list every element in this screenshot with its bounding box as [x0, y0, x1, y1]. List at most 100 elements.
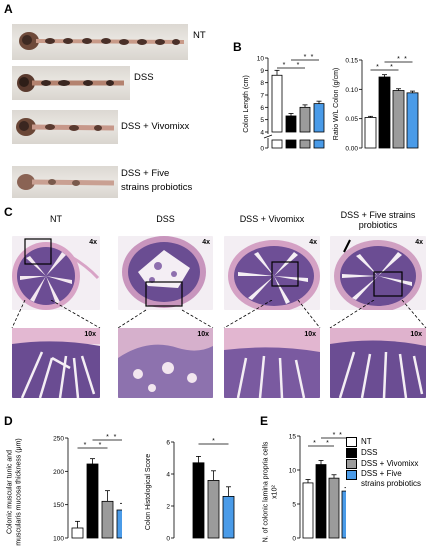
bar-0 — [302, 482, 314, 539]
histology-title-nt: NT — [50, 214, 62, 224]
bar-3-lower — [313, 139, 325, 149]
mag-4x-dss: 4x — [202, 239, 210, 246]
axis-break-mark — [263, 134, 273, 139]
bar-0 — [271, 74, 283, 133]
sig-star: * — [397, 56, 400, 63]
legend-swatch-dss — [346, 447, 357, 458]
y-tick-label: 5 — [260, 117, 264, 124]
bar-3 — [406, 92, 419, 149]
mag-4x-nt: 4x — [89, 239, 97, 246]
sig-star: * — [304, 54, 307, 61]
sig-star: * — [297, 62, 300, 69]
sig-star: * — [390, 64, 393, 71]
histology-nt-4x: 4x — [12, 236, 100, 310]
bar-1 — [192, 462, 205, 539]
sig-star: * — [212, 438, 215, 445]
group-label-nt: NT — [193, 30, 206, 41]
bar-2 — [101, 500, 114, 539]
legend-label-five-strains: DSS + Five strains probiotics — [361, 469, 422, 488]
y-tick-label: 4 — [166, 472, 170, 479]
y-axis-label: Colon Length (cm) — [243, 75, 250, 133]
bar-1 — [285, 115, 297, 133]
legend-item-dss: DSS — [346, 447, 429, 458]
y-tick-label: 2 — [166, 504, 170, 511]
y-tick-label: 0.15 — [345, 58, 358, 65]
legend-item-vivomixx: DSS + Vivomixx — [346, 458, 429, 469]
chart-ratio-wl: 0.00 0.05 0.10 0.15 * * * * Ratio W/L Colon (g/c… — [333, 56, 419, 153]
histology-dss-4x: 4x — [118, 236, 213, 310]
mag-4x-five-strains: 4x — [415, 239, 423, 246]
y-tick-label: 150 — [53, 502, 64, 509]
bar-3 — [116, 509, 122, 539]
bar-3 — [341, 490, 346, 539]
colon-specimen-five-strains — [17, 174, 115, 190]
y-tick-label: 0.05 — [345, 116, 358, 123]
bar-2-lower — [299, 139, 311, 149]
sig-star: * — [311, 54, 314, 61]
legend-item-nt: NT — [346, 436, 429, 447]
group-label-five-strains: DSS + Five strains probiotics — [121, 168, 193, 193]
colon-photo-vivomixx — [12, 110, 118, 144]
histology-nt-10x: 10x — [12, 328, 100, 398]
y-tick-label: 5 — [292, 502, 296, 509]
chart-muscular-thickness: 100 150 200 250 * * * * Colonic muscular tunic a… — [7, 434, 122, 546]
group-label-vivomixx: DSS + Vivomixx — [121, 121, 190, 132]
y-tick-label: 15 — [289, 434, 297, 441]
mag-4x-vivomixx: 4x — [309, 239, 317, 246]
sig-star: * — [326, 440, 329, 447]
panel-d-label: D — [4, 414, 13, 428]
y-tick-label: 7 — [260, 93, 264, 100]
colon-photo-nt — [12, 24, 188, 60]
colon-photo-dss — [12, 66, 130, 100]
bar-2 — [299, 106, 311, 133]
bar-2 — [392, 90, 405, 149]
histology-title-five-strains: DSS + Five strains probiotics — [340, 210, 416, 230]
bar-3 — [313, 103, 325, 133]
mag-10x-five-strains: 10x — [410, 331, 422, 338]
bar-0 — [364, 117, 377, 149]
y-tick-label: 6 — [166, 440, 170, 447]
histology-dss-10x: 10x — [118, 328, 213, 398]
y-tick-label: 100 — [53, 536, 64, 543]
colon-specimen-vivomixx — [16, 118, 115, 136]
colon-specimen-dss — [17, 74, 124, 92]
y-tick-label: 10 — [289, 468, 297, 475]
legend-label-vivomixx: DSS + Vivomixx — [361, 459, 419, 468]
sig-star: * — [114, 434, 117, 441]
panel-c-label: C — [4, 205, 13, 219]
histology-title-vivomixx: DSS + Vivomixx — [239, 214, 305, 224]
legend-swatch-vivomixx — [346, 458, 357, 469]
sig-star: * — [376, 64, 379, 71]
sig-star: * — [339, 432, 342, 439]
y-tick-label: 200 — [53, 469, 64, 476]
sig-star: * — [313, 440, 316, 447]
colon-photo-five-strains — [12, 166, 118, 198]
bar-2 — [207, 480, 220, 539]
bar-1 — [86, 463, 99, 539]
y-tick-label: 0 — [166, 536, 170, 543]
legend-label-dss: DSS — [361, 448, 378, 457]
sig-star: * — [106, 434, 109, 441]
bar-3 — [222, 496, 235, 539]
bar-2 — [328, 477, 340, 539]
sig-star: * — [84, 442, 87, 449]
legend-label-nt: NT — [361, 437, 372, 446]
y-tick-label: 4 — [260, 130, 264, 137]
y-tick-label: 6 — [260, 105, 264, 112]
bar-0 — [71, 527, 84, 539]
panel-a-label: A — [4, 2, 13, 16]
histology-vivomixx-10x: 10x — [224, 328, 320, 398]
colon-specimen-nt — [19, 32, 185, 50]
y-tick-label: 8 — [260, 80, 264, 87]
mag-10x-dss: 10x — [197, 331, 209, 338]
y-tick-label: 250 — [53, 436, 64, 443]
y-tick-label: 9 — [260, 68, 264, 75]
chart-colon-length: 0 4 5 6 7 8 9 10 * * * * Colon Length (cm) — [243, 54, 332, 153]
y-axis-label: Colon Histological Score — [145, 454, 152, 530]
legend-swatch-nt — [346, 436, 357, 447]
mag-10x-vivomixx: 10x — [304, 331, 316, 338]
group-label-dss: DSS — [134, 72, 154, 83]
histology-five-strains-4x: 4x — [330, 236, 426, 310]
sig-star: * — [99, 442, 102, 449]
histology-title-dss: DSS — [156, 214, 175, 224]
